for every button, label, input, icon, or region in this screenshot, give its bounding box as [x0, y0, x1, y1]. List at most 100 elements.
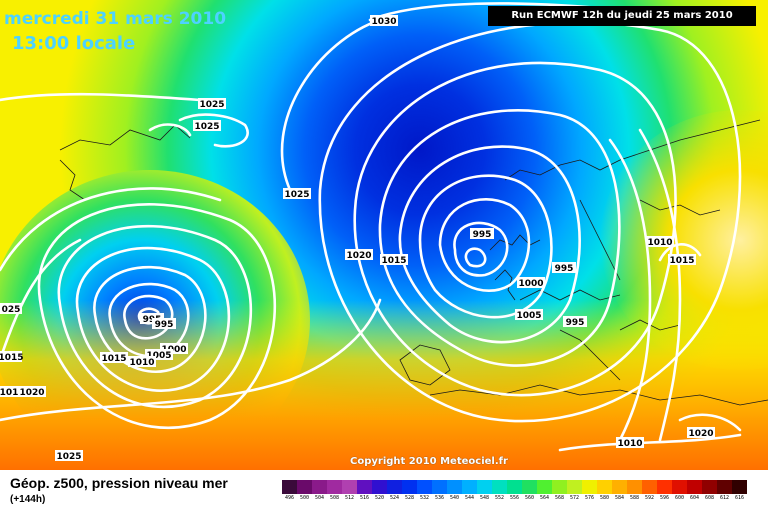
isobar-label: 1010	[129, 358, 154, 368]
color-scale-swatch	[537, 480, 552, 494]
color-scale-label: 504	[314, 495, 325, 501]
isobar-label: 1015	[0, 353, 24, 363]
color-scale: 496 500 504 508 512 516 520 524 528 532 536 540 544 5…	[282, 480, 762, 508]
isobar-label: 1015	[381, 256, 406, 266]
isobar-label: 1020	[688, 429, 713, 439]
color-scale-label: 520	[374, 495, 385, 501]
color-scale-label: 544	[464, 495, 475, 501]
isobar-label: 995	[566, 318, 585, 328]
color-scale-labels: 496 500 504 508 512 516 520 524 528 532 536 540 544 5…	[282, 495, 762, 501]
color-scale-label: 548	[479, 495, 490, 501]
color-scale-label: 500	[299, 495, 310, 501]
isobar-label: 1025	[199, 100, 224, 110]
color-scale-swatch	[642, 480, 657, 494]
forecast-time-value: 13:00	[12, 33, 70, 54]
forecast-lead-time: (+144h)	[10, 494, 46, 505]
color-scale-label: 600	[674, 495, 685, 501]
color-scale-swatch	[552, 480, 567, 494]
color-scale-label: 568	[554, 495, 565, 501]
color-scale-label: 556	[509, 495, 520, 501]
isobar-label: 101	[0, 388, 18, 398]
color-scale-label: 608	[704, 495, 715, 501]
color-scale-label: 592	[644, 495, 655, 501]
color-scale-label: 564	[539, 495, 550, 501]
color-scale-swatch	[522, 480, 537, 494]
color-scale-swatch	[312, 480, 327, 494]
isobar-label: 025	[2, 305, 21, 315]
color-scale-label: 532	[419, 495, 430, 501]
isobar-label: 1025	[56, 452, 81, 462]
color-scale-label: 516	[359, 495, 370, 501]
color-scale-swatch	[447, 480, 462, 494]
legend-title: Géop. z500, pression niveau mer	[10, 475, 228, 491]
color-scale-label: 512	[344, 495, 355, 501]
forecast-time: 13:00 locale	[12, 33, 135, 54]
color-scale-swatch	[627, 480, 642, 494]
color-scale-swatch	[582, 480, 597, 494]
legend-footer: Géop. z500, pression niveau mer (+144h) …	[0, 470, 768, 512]
isobar-label: 1020	[19, 388, 44, 398]
isobar-label: 995	[555, 264, 574, 274]
color-scale-swatch	[462, 480, 477, 494]
color-scale-label: 596	[659, 495, 670, 501]
isobars	[0, 2, 742, 452]
isobar-label: 1020	[346, 251, 371, 261]
color-scale-label: 588	[629, 495, 640, 501]
color-scale-swatch	[432, 480, 447, 494]
isobar-label: 1000	[518, 279, 543, 289]
color-scale-label: 584	[614, 495, 625, 501]
color-scale-label: 496	[284, 495, 295, 501]
isobar-label: 1025	[284, 190, 309, 200]
forecast-map: 1030 1025 1025 1025 1020 1015 995 995 10…	[0, 0, 768, 470]
isobar-label: 1010	[617, 439, 642, 449]
isobar-label: 1025	[194, 122, 219, 132]
color-scale-swatch	[282, 480, 297, 494]
color-scale-swatch	[327, 480, 342, 494]
isobar-label: 1010	[647, 238, 672, 248]
isobar-label: 1015	[101, 354, 126, 364]
forecast-date: mercredi 31 mars 2010	[4, 9, 227, 29]
forecast-time-suffix: locale	[75, 33, 136, 54]
eastern-warm-field	[600, 110, 768, 370]
color-scale-swatch	[567, 480, 582, 494]
color-scale-swatch	[717, 480, 732, 494]
color-scale-label: 576	[584, 495, 595, 501]
color-scale-label: 572	[569, 495, 580, 501]
color-scale-swatch	[492, 480, 507, 494]
color-scale-swatch	[507, 480, 522, 494]
isobar-label: 995	[155, 320, 174, 330]
color-scale-swatch	[357, 480, 372, 494]
color-scale-swatch	[342, 480, 357, 494]
color-scale-swatch	[672, 480, 687, 494]
isobar-label: 995	[473, 230, 492, 240]
color-scale-label: 604	[689, 495, 700, 501]
color-scale-swatch	[297, 480, 312, 494]
color-scale-label: 580	[599, 495, 610, 501]
isobar-label: 1030	[371, 17, 396, 27]
isobar-label: 1015	[669, 256, 694, 266]
color-scale-label: 524	[389, 495, 400, 501]
color-scale-swatch	[657, 480, 672, 494]
model-run-info: Run ECMWF 12h du jeudi 25 mars 2010	[488, 6, 756, 26]
color-scale-label: 528	[404, 495, 415, 501]
color-scale-swatches	[282, 480, 762, 494]
isobar-label: 1000	[161, 345, 186, 355]
map-canvas: 1030 1025 1025 1025 1020 1015 995 995 10…	[0, 0, 768, 470]
color-scale-label: 540	[449, 495, 460, 501]
color-scale-swatch	[597, 480, 612, 494]
color-scale-swatch	[612, 480, 627, 494]
color-scale-swatch	[387, 480, 402, 494]
color-scale-label: 536	[434, 495, 445, 501]
color-scale-swatch	[372, 480, 387, 494]
color-scale-swatch	[732, 480, 747, 494]
color-scale-label: 612	[719, 495, 730, 501]
color-scale-swatch	[687, 480, 702, 494]
isobar-labels: 1030 1025 1025 1025 1020 1015 995 995 10…	[0, 15, 715, 462]
color-scale-label: 552	[494, 495, 505, 501]
color-scale-label: 560	[524, 495, 535, 501]
color-scale-swatch	[477, 480, 492, 494]
copyright-text: Copyright 2010 Meteociel.fr	[350, 456, 508, 467]
color-scale-swatch	[417, 480, 432, 494]
color-scale-label: 508	[329, 495, 340, 501]
